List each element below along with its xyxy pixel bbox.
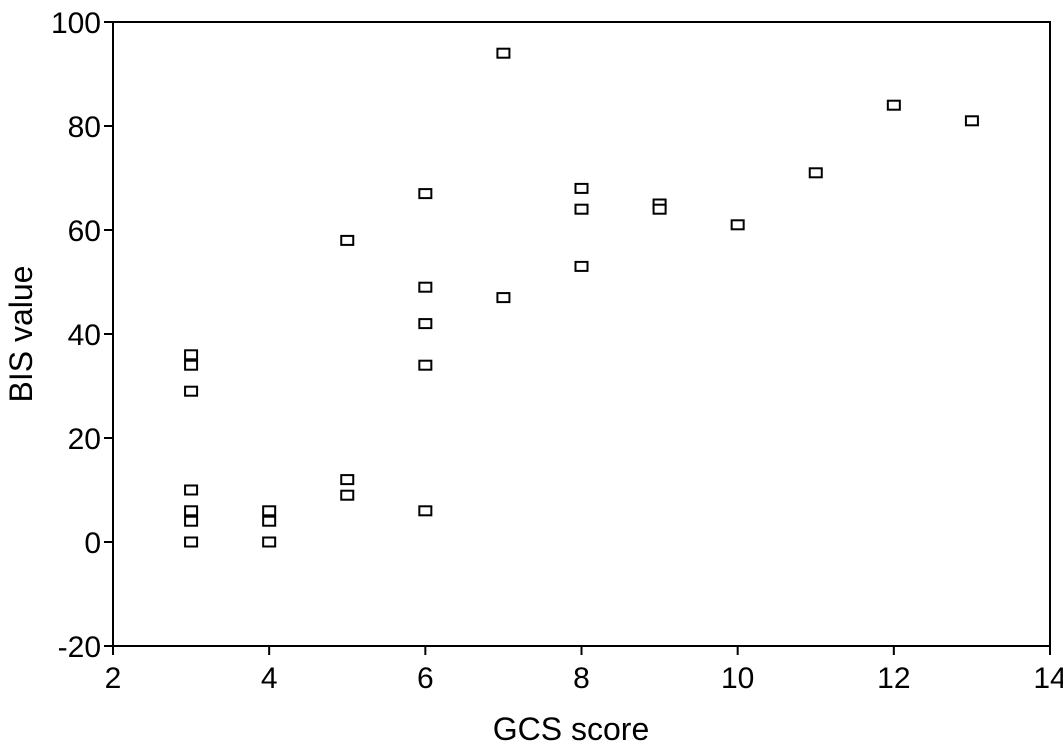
plot-frame (112, 21, 1051, 647)
data-point (574, 182, 589, 194)
data-point (184, 536, 199, 548)
y-tick-label: -20 (58, 631, 101, 664)
data-point (262, 515, 277, 527)
y-tick-label: 60 (68, 215, 101, 248)
x-axis-title: GCS score (493, 711, 649, 747)
y-tick-label: 80 (68, 111, 101, 144)
data-point (418, 188, 433, 200)
y-axis: -20 0 20 40 60 80 100 (51, 7, 113, 664)
x-tick-label: 10 (721, 662, 754, 695)
data-point (340, 489, 355, 501)
data-point (184, 385, 199, 397)
data-point (418, 281, 433, 293)
x-tick-label: 12 (877, 662, 910, 695)
y-tick-label: 100 (51, 7, 101, 40)
x-tick-label: 6 (417, 662, 434, 695)
data-point (184, 484, 199, 496)
data-point (340, 474, 355, 486)
x-tick-label: 8 (573, 662, 590, 695)
data-point (886, 99, 901, 111)
data-point (730, 219, 745, 231)
data-point (496, 292, 511, 304)
data-point (808, 167, 823, 179)
data-point (340, 234, 355, 246)
data-point (418, 318, 433, 330)
data-point (184, 505, 199, 517)
x-axis: 2 4 6 8 10 12 14 (105, 646, 1063, 695)
x-tick-label: 2 (105, 662, 122, 695)
data-point (184, 349, 199, 361)
data-point (652, 203, 667, 215)
y-tick-label: 0 (84, 527, 101, 560)
x-tick-label: 14 (1033, 662, 1063, 695)
data-point (574, 203, 589, 215)
data-point (262, 536, 277, 548)
data-point (496, 47, 511, 59)
y-tick-label: 40 (68, 319, 101, 352)
data-point (574, 260, 589, 272)
data-point (964, 115, 979, 127)
y-axis-title: BIS value (3, 266, 39, 403)
data-point (418, 359, 433, 371)
data-point (184, 515, 199, 527)
x-tick-label: 4 (261, 662, 278, 695)
data-point (418, 505, 433, 517)
data-points (184, 47, 979, 548)
y-tick-label: 20 (68, 423, 101, 456)
data-point (184, 359, 199, 371)
data-point (262, 505, 277, 517)
